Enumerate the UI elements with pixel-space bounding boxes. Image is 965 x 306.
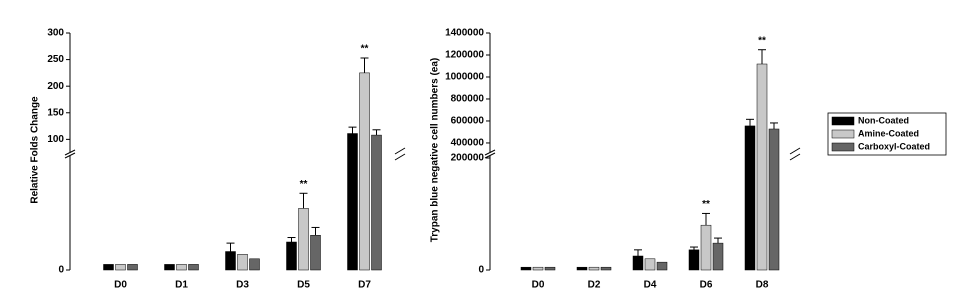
y-tick-label: 400000 [451, 138, 485, 149]
significance-label: ** [702, 199, 710, 210]
axis-break [484, 152, 496, 159]
bar [164, 264, 175, 271]
x-tick-label: D2 [588, 280, 601, 291]
bar [532, 266, 544, 271]
x-tick-label: D3 [236, 280, 249, 291]
bar [225, 251, 236, 271]
x-tick-label: D5 [297, 280, 310, 291]
axis-break [64, 152, 76, 159]
y-tick-label: 600000 [451, 116, 485, 127]
axis-break [64, 149, 76, 156]
y-tick-label: 1200000 [445, 50, 484, 61]
bar [712, 242, 724, 271]
legend-swatch [831, 116, 855, 126]
y-tick-label: 250 [47, 54, 64, 65]
bar [588, 266, 600, 271]
significance-label: ** [758, 35, 766, 46]
axis-break [789, 153, 801, 161]
bar [359, 72, 370, 271]
y-tick-label: 100 [47, 134, 64, 145]
bar [298, 208, 309, 271]
bar [371, 134, 382, 271]
bar [744, 125, 756, 271]
y-tick-label: 800000 [451, 94, 485, 105]
bar [347, 133, 358, 271]
bar [115, 264, 126, 271]
x-tick-label: D4 [644, 280, 657, 291]
y-axis-label: Trypan blue negative cell numbers (ea) [430, 58, 441, 243]
bar [700, 224, 712, 271]
axis-break [789, 147, 801, 155]
legend-label: Carboxyl-Coated [858, 141, 930, 151]
bar [600, 266, 612, 271]
y-tick-label: 150 [47, 107, 64, 118]
bar [103, 264, 114, 271]
significance-label: ** [361, 44, 369, 55]
x-tick-label: D0 [114, 280, 127, 291]
bar [768, 128, 780, 271]
bar [237, 254, 248, 271]
y-tick-label: 1400000 [445, 28, 484, 39]
bar [310, 235, 321, 271]
y-tick-label: 200000 [451, 153, 485, 164]
y-tick-label: 200 [47, 81, 64, 92]
y-tick-label: 300 [47, 28, 64, 39]
legend-swatch [831, 142, 855, 152]
bar [188, 264, 199, 271]
bar [520, 266, 532, 271]
y-axis-label: Relative Folds Change [30, 96, 41, 204]
bar [286, 241, 297, 271]
bar [127, 264, 138, 271]
bar [632, 255, 644, 271]
x-tick-label: D0 [532, 280, 545, 291]
bar [176, 264, 187, 271]
axis-break [484, 149, 496, 156]
x-tick-label: D1 [175, 280, 188, 291]
bar [656, 261, 668, 271]
legend-swatch [831, 129, 855, 139]
bar [688, 249, 700, 271]
bar [544, 266, 556, 271]
y-tick-label: 0 [58, 265, 64, 276]
axis-break [394, 147, 406, 155]
y-tick-label: 0 [478, 265, 484, 276]
x-tick-label: D8 [756, 280, 769, 291]
significance-label: ** [300, 179, 308, 190]
y-tick-label: 1000000 [445, 72, 484, 83]
x-tick-label: D6 [700, 280, 713, 291]
bar [644, 258, 656, 271]
bar [756, 63, 768, 271]
x-tick-label: D7 [358, 280, 371, 291]
legend-label: Non-Coated [858, 115, 909, 125]
bar [249, 258, 260, 271]
axis-break [394, 153, 406, 161]
bar [576, 266, 588, 271]
legend-label: Amine-Coated [858, 128, 919, 138]
